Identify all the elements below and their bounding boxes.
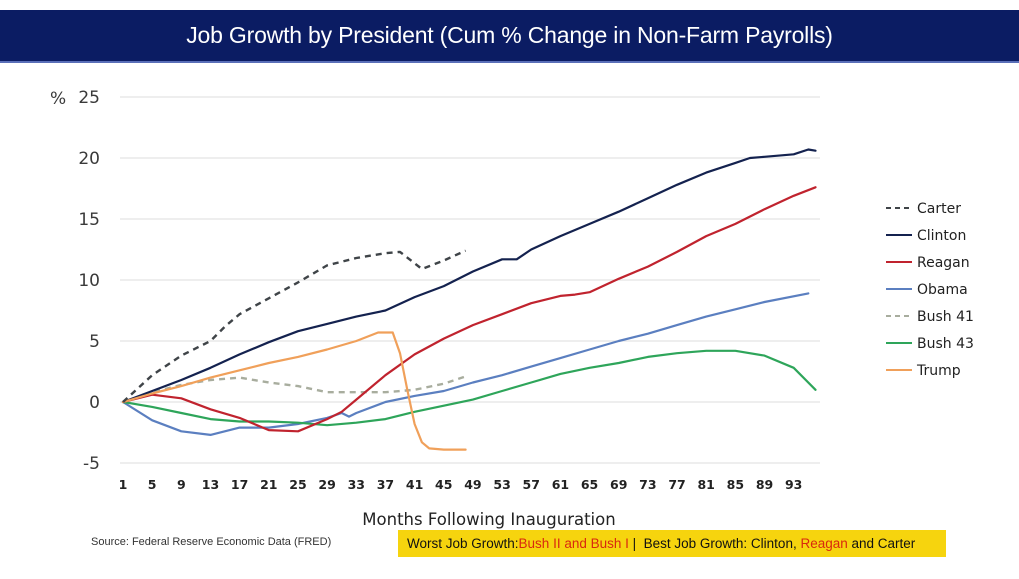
legend-item: Trump (886, 363, 961, 379)
legend-label: Carter (917, 201, 961, 217)
legend-item: Bush 43 (886, 336, 974, 352)
highlight-note: Worst Job Growth: Bush II and Bush I | B… (398, 530, 946, 557)
x-axis-label: Months Following Inauguration (362, 510, 615, 529)
legend-item: Clinton (886, 228, 966, 244)
x-tick-label: 65 (581, 477, 598, 492)
y-tick-label: -5 (83, 454, 100, 474)
series-line-obama (121, 292, 810, 436)
x-tick-label: 89 (756, 477, 773, 492)
x-tick-label: 1 (119, 477, 128, 492)
legend: Carter Clinton Reagan Obama Bush 41 Bush 43 Tr… (886, 201, 974, 379)
x-tick-label: 33 (348, 477, 365, 492)
legend-item: Reagan (886, 255, 970, 271)
y-axis-ticks: 25 20 15 10 5 0 -5 (78, 88, 100, 474)
y-tick-label: 10 (78, 271, 100, 291)
legend-label: Obama (917, 282, 968, 298)
x-tick-label: 29 (318, 477, 335, 492)
x-tick-label: 21 (260, 477, 277, 492)
x-tick-label: 93 (785, 477, 802, 492)
title-bar: Job Growth by President (Cum % Change in… (0, 10, 1019, 63)
note-best-highlight: Reagan (800, 536, 848, 551)
note-worst-value: Bush II and Bush I (518, 536, 629, 551)
legend-item: Obama (886, 282, 968, 298)
legend-item: Carter (886, 201, 961, 217)
y-tick-label: 20 (78, 149, 100, 169)
gridlines (120, 96, 820, 464)
legend-item: Bush 41 (886, 309, 974, 325)
x-tick-label: 41 (406, 477, 423, 492)
x-tick-label: 53 (493, 477, 510, 492)
x-tick-label: 85 (727, 477, 744, 492)
series-line-carter (122, 249, 467, 403)
source-note: Source: Federal Reserve Economic Data (F… (91, 536, 332, 548)
note-separator: | Best Job Growth: Clinton, (628, 536, 801, 551)
x-tick-label: 5 (148, 477, 157, 492)
legend-label: Reagan (917, 255, 970, 271)
legend-label: Bush 43 (917, 336, 974, 352)
legend-label: Clinton (917, 228, 966, 244)
x-tick-label: 17 (231, 477, 248, 492)
x-tick-label: 73 (639, 477, 656, 492)
x-tick-label: 77 (668, 477, 685, 492)
chart-title: Job Growth by President (Cum % Change in… (186, 22, 833, 48)
y-tick-label: 5 (89, 332, 100, 352)
x-tick-label: 13 (202, 477, 219, 492)
series-line-reagan (121, 186, 817, 433)
y-tick-label: 15 (78, 210, 100, 230)
x-tick-label: 45 (435, 477, 452, 492)
x-tick-label: 57 (523, 477, 540, 492)
x-tick-label: 81 (697, 477, 714, 492)
series-line-bush-43 (121, 349, 817, 427)
series-line-trump (121, 331, 467, 451)
x-tick-label: 49 (464, 477, 481, 492)
note-worst-label: Worst Job Growth: (407, 536, 519, 551)
legend-label: Bush 41 (917, 309, 974, 325)
x-tick-label: 37 (377, 477, 394, 492)
y-tick-label: 0 (89, 393, 100, 413)
y-tick-label: 25 (78, 88, 100, 108)
series-lines (121, 148, 817, 451)
x-axis-ticks: 1 5 9 13 17 21 25 29 33 37 41 45 49 53 57 61 65 69 73 77 81 8… (119, 477, 803, 492)
x-tick-label: 61 (552, 477, 569, 492)
legend-label: Trump (916, 363, 961, 379)
x-tick-label: 9 (177, 477, 186, 492)
series-line-bush-41 (122, 375, 466, 404)
series-line-clinton (121, 148, 817, 404)
x-tick-label: 25 (289, 477, 306, 492)
note-best-tail: and Carter (847, 536, 916, 551)
x-tick-label: 69 (610, 477, 627, 492)
y-axis-label: % (50, 89, 66, 109)
